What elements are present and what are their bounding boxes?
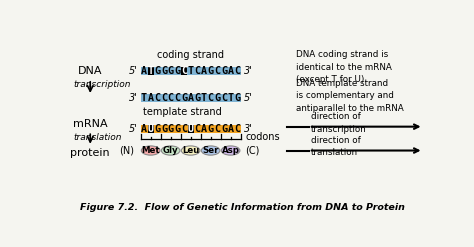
FancyBboxPatch shape [181, 67, 187, 75]
Text: A: A [228, 66, 234, 76]
Text: direction of
transcription: direction of transcription [311, 112, 367, 134]
Ellipse shape [141, 146, 160, 155]
Text: DNA coding strand is
identical to the mRNA
(except T for U): DNA coding strand is identical to the mR… [296, 50, 392, 84]
Text: G: G [155, 66, 160, 76]
Text: T: T [147, 66, 154, 76]
Text: protein: protein [71, 148, 110, 158]
Ellipse shape [182, 146, 200, 155]
Ellipse shape [201, 146, 220, 155]
Text: translation: translation [73, 133, 122, 142]
Text: G: G [208, 66, 214, 76]
Text: G: G [174, 124, 180, 134]
Text: C: C [181, 124, 187, 134]
Text: C: C [161, 93, 167, 103]
Text: DNA: DNA [78, 66, 102, 76]
Ellipse shape [161, 146, 180, 155]
Text: Ser: Ser [202, 146, 219, 155]
Text: T: T [141, 93, 147, 103]
Text: 5': 5' [128, 124, 137, 134]
FancyBboxPatch shape [148, 125, 154, 133]
FancyBboxPatch shape [141, 125, 241, 133]
Text: transcription: transcription [73, 80, 131, 89]
Text: G: G [168, 124, 173, 134]
Text: G: G [161, 66, 167, 76]
Text: C: C [214, 124, 220, 134]
Text: C: C [174, 93, 180, 103]
Text: 5': 5' [128, 66, 137, 76]
Text: A: A [141, 124, 147, 134]
Text: C: C [194, 66, 201, 76]
Text: T: T [188, 66, 193, 76]
Text: T: T [228, 93, 234, 103]
Text: Met: Met [141, 146, 160, 155]
Text: G: G [161, 124, 167, 134]
Text: direction of
translation: direction of translation [311, 136, 361, 157]
Text: coding strand: coding strand [157, 50, 224, 61]
Text: A: A [188, 93, 193, 103]
Text: U: U [188, 124, 193, 134]
Text: Gly: Gly [163, 146, 178, 155]
Text: C: C [168, 93, 173, 103]
Text: A: A [201, 66, 207, 76]
Text: (C): (C) [245, 145, 260, 156]
Text: DNA template strand
is complementary and
antiparallel to the mRNA: DNA template strand is complementary and… [296, 79, 403, 113]
Text: A: A [141, 66, 147, 76]
FancyBboxPatch shape [141, 67, 241, 75]
FancyBboxPatch shape [148, 67, 154, 75]
Text: Figure 7.2.  Flow of Genetic Information from DNA to Protein: Figure 7.2. Flow of Genetic Information … [81, 203, 405, 212]
Text: C: C [194, 124, 201, 134]
Text: G: G [221, 124, 227, 134]
Text: C: C [181, 66, 187, 76]
Text: G: G [168, 66, 173, 76]
Text: A: A [228, 124, 234, 134]
Text: C: C [234, 124, 240, 134]
Text: Leu: Leu [182, 146, 199, 155]
Text: G: G [208, 124, 214, 134]
Text: G: G [214, 93, 220, 103]
Text: codons: codons [245, 132, 280, 142]
Text: G: G [234, 93, 240, 103]
Text: A: A [201, 124, 207, 134]
Text: G: G [194, 93, 201, 103]
Text: G: G [181, 93, 187, 103]
FancyBboxPatch shape [188, 125, 193, 133]
Text: U: U [147, 124, 154, 134]
Text: 3': 3' [128, 93, 137, 103]
Text: (N): (N) [119, 145, 135, 156]
Text: 3': 3' [244, 66, 253, 76]
Text: C: C [208, 93, 214, 103]
Text: 5': 5' [244, 93, 253, 103]
FancyBboxPatch shape [141, 94, 241, 103]
Text: G: G [174, 66, 180, 76]
Text: A: A [147, 93, 154, 103]
Text: template strand: template strand [144, 107, 222, 117]
Text: mRNA: mRNA [73, 119, 108, 129]
Text: C: C [221, 93, 227, 103]
Text: Asp: Asp [222, 146, 239, 155]
Text: G: G [221, 66, 227, 76]
Text: C: C [214, 66, 220, 76]
Text: G: G [155, 124, 160, 134]
Text: C: C [234, 66, 240, 76]
Text: T: T [201, 93, 207, 103]
Ellipse shape [221, 146, 240, 155]
Text: 3': 3' [244, 124, 253, 134]
Text: C: C [155, 93, 160, 103]
